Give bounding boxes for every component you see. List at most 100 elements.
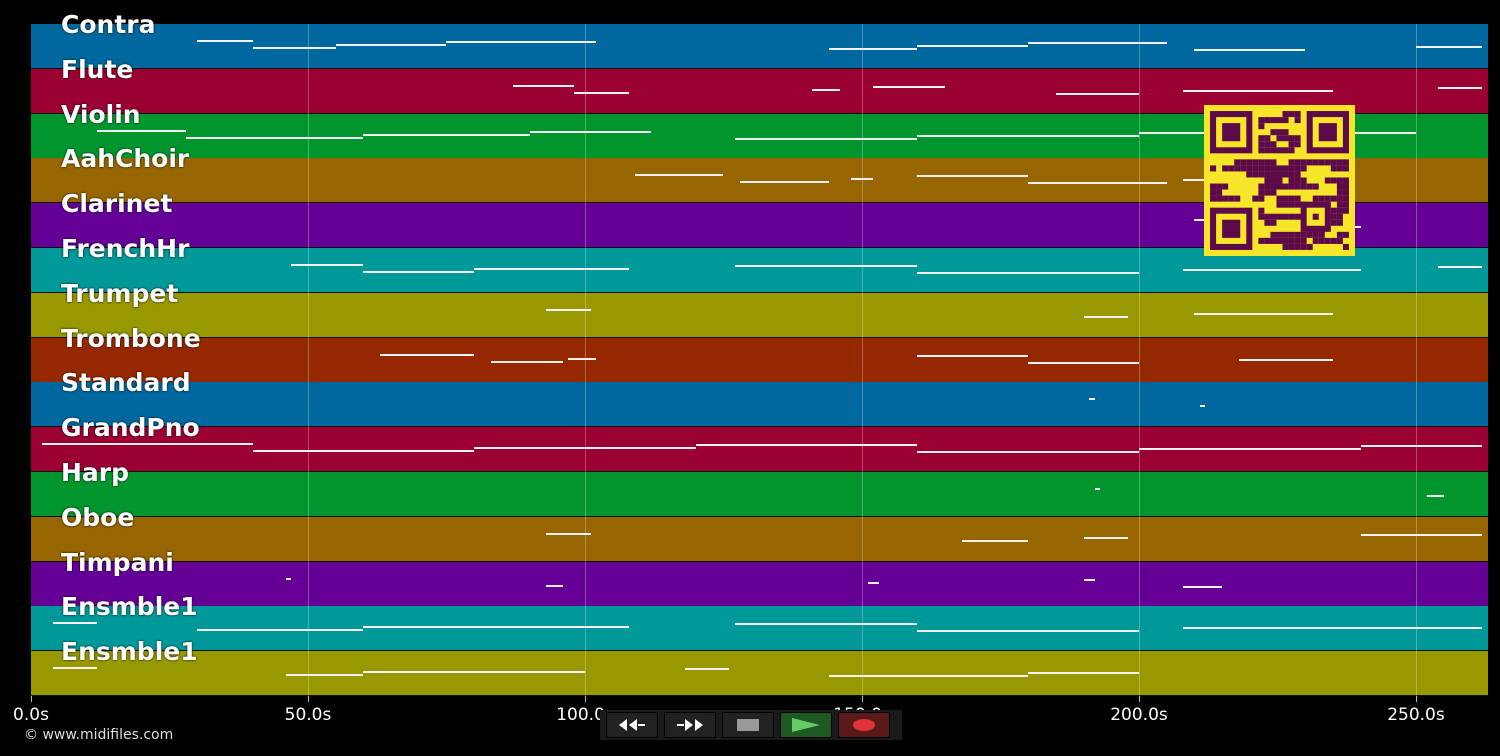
note xyxy=(917,451,1139,454)
track-label: Flute xyxy=(61,54,134,84)
note xyxy=(335,44,447,46)
transport-controls xyxy=(600,710,902,740)
note xyxy=(1183,269,1361,271)
tick-mark xyxy=(1138,696,1140,702)
gridline xyxy=(861,24,863,696)
note xyxy=(291,264,364,266)
note xyxy=(1183,585,1223,588)
note xyxy=(1138,448,1361,451)
note xyxy=(1199,405,1206,408)
track-label: Ensmble1 xyxy=(61,592,198,622)
note xyxy=(1094,488,1101,490)
note xyxy=(828,48,918,50)
track-15: Ensmble1 xyxy=(31,637,1488,697)
note xyxy=(1083,536,1128,539)
track-label: Violin xyxy=(61,99,141,129)
note xyxy=(1028,42,1167,44)
note xyxy=(285,674,364,677)
copyright-text: © www.midifiles.com xyxy=(24,727,174,743)
note xyxy=(1055,92,1139,95)
rewind-button[interactable] xyxy=(606,712,658,738)
qr-code[interactable] xyxy=(1204,105,1355,256)
note xyxy=(1083,578,1095,581)
note xyxy=(446,41,597,43)
note xyxy=(1089,398,1095,401)
note xyxy=(812,88,840,91)
note xyxy=(734,623,918,626)
play-icon xyxy=(792,718,820,732)
record-button[interactable] xyxy=(838,712,890,738)
fast-forward-button[interactable] xyxy=(664,712,716,738)
note xyxy=(363,626,630,629)
note xyxy=(1083,315,1128,318)
note xyxy=(1360,445,1483,448)
tick-mark xyxy=(31,696,32,702)
tick-label: 250.0s xyxy=(1387,705,1445,725)
gridline xyxy=(584,24,586,696)
note xyxy=(740,181,829,184)
track-label: FrenchHr xyxy=(61,234,190,263)
note xyxy=(474,447,696,450)
tick-label: 50.0s xyxy=(284,705,332,725)
note xyxy=(568,357,597,360)
tick-label: 200.0s xyxy=(1110,705,1168,725)
note xyxy=(1238,358,1333,361)
track-label: GrandPno xyxy=(61,413,200,443)
note xyxy=(1438,266,1483,268)
track-10: GrandPno xyxy=(31,413,1488,473)
note xyxy=(917,45,1029,47)
note xyxy=(1438,86,1483,89)
note xyxy=(97,129,187,132)
note xyxy=(529,130,652,133)
track-9: Standard xyxy=(31,368,1488,428)
tick-mark xyxy=(1415,696,1417,702)
track-label: Clarinet xyxy=(61,189,173,219)
track-12: Oboe xyxy=(31,503,1488,562)
note xyxy=(1028,361,1139,364)
track-1: Contra xyxy=(31,10,1488,69)
tick-mark xyxy=(584,696,586,702)
note xyxy=(42,443,253,446)
track-label: Contra xyxy=(61,10,156,39)
note xyxy=(53,622,98,625)
tick-label: 0.0s xyxy=(13,705,49,725)
note xyxy=(1194,312,1333,315)
note xyxy=(961,539,1029,542)
note xyxy=(363,271,475,273)
track-14: Ensmble1 xyxy=(31,592,1488,652)
note xyxy=(474,268,630,270)
record-icon xyxy=(853,719,875,731)
track-6: FrenchHr xyxy=(31,234,1488,293)
note xyxy=(1427,495,1444,497)
note xyxy=(53,667,98,670)
stop-button[interactable] xyxy=(722,712,774,738)
note xyxy=(490,360,563,363)
track-11: Harp xyxy=(31,458,1488,517)
note xyxy=(1183,89,1333,92)
track-label: Trumpet xyxy=(61,278,179,308)
note xyxy=(1194,49,1306,51)
note xyxy=(917,175,1029,178)
gridline xyxy=(1415,24,1417,696)
note xyxy=(252,47,336,49)
note xyxy=(546,532,591,535)
note xyxy=(363,133,530,136)
gridline xyxy=(307,24,309,696)
track-label: Trombone xyxy=(61,323,201,353)
qr-code-image xyxy=(1210,111,1349,250)
note xyxy=(1360,533,1483,536)
track-label: Ensmble1 xyxy=(61,637,198,667)
note xyxy=(573,91,630,94)
play-button[interactable] xyxy=(780,712,832,738)
note xyxy=(363,671,585,674)
note xyxy=(197,40,253,42)
note xyxy=(850,178,874,181)
note xyxy=(634,174,724,177)
track-8: Trombone xyxy=(31,324,1488,383)
note xyxy=(512,84,574,87)
track-label: Standard xyxy=(61,368,191,398)
note xyxy=(917,630,1139,633)
note xyxy=(252,450,475,453)
track-label: Oboe xyxy=(61,502,135,532)
note xyxy=(197,629,364,632)
